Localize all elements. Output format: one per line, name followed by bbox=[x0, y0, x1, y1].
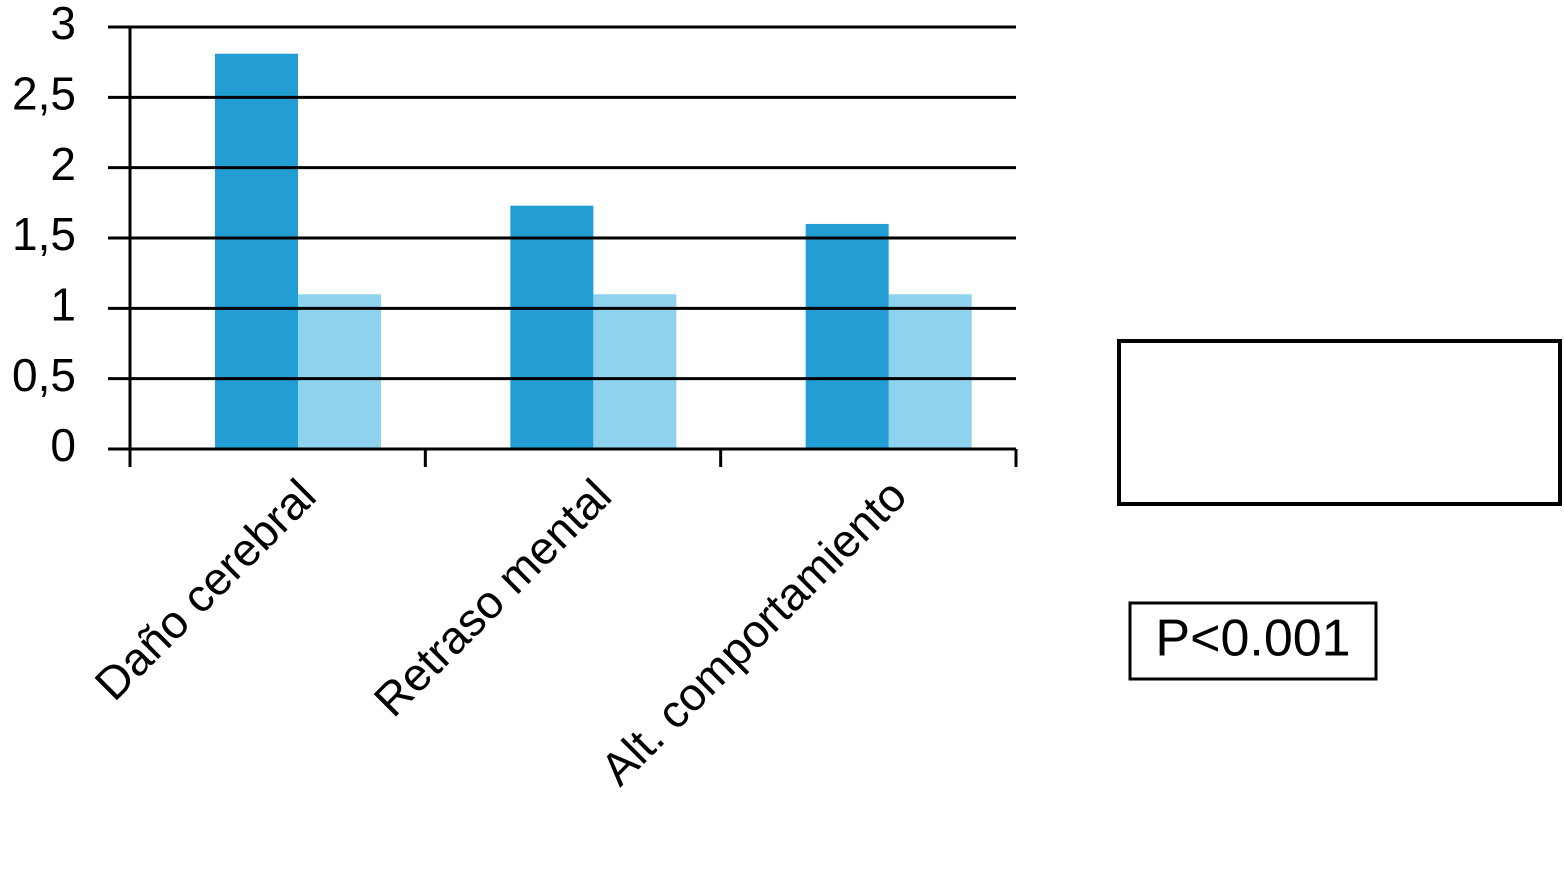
y-tick-label: 1 bbox=[50, 278, 76, 330]
bar bbox=[805, 223, 889, 449]
y-tick-label: 0 bbox=[50, 419, 76, 471]
y-tick-label: 1,5 bbox=[12, 208, 76, 260]
bar bbox=[510, 205, 594, 449]
legend-box bbox=[1117, 339, 1562, 506]
y-tick-label: 2,5 bbox=[12, 67, 76, 119]
bar bbox=[298, 294, 381, 449]
bar bbox=[215, 53, 298, 450]
bar bbox=[888, 294, 972, 449]
annotation-box bbox=[1128, 601, 1378, 681]
y-tick-label: 2 bbox=[50, 138, 76, 190]
annotation: P<0.001 bbox=[1155, 610, 1350, 668]
y-tick-label: 0,5 bbox=[12, 349, 76, 401]
x-tick-label: Retraso mental bbox=[364, 469, 621, 726]
bar bbox=[593, 294, 677, 449]
x-tick-label: Alt. comportamiento bbox=[590, 469, 916, 795]
x-tick-label: Daño cerebral bbox=[85, 469, 326, 710]
y-tick-label: 3 bbox=[50, 0, 76, 49]
